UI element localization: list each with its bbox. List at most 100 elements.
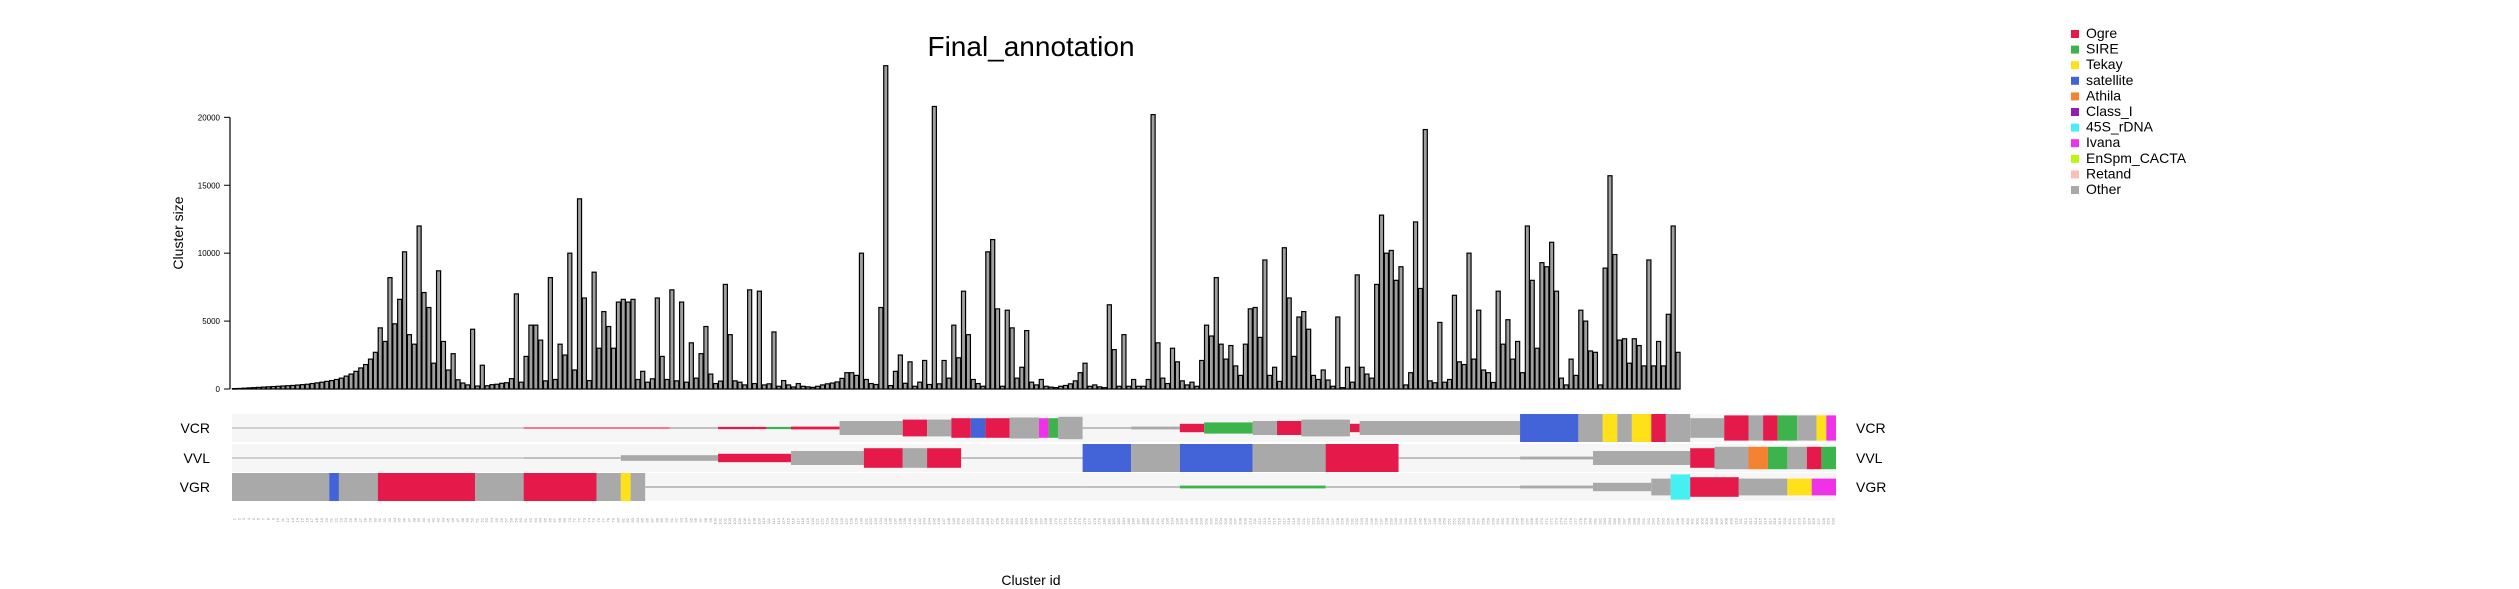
x-tick-label: 143: [922, 517, 927, 524]
bar: [897, 354, 903, 390]
bar: [586, 379, 592, 390]
x-tick-label: 282: [1597, 517, 1602, 524]
bar: [873, 383, 879, 390]
bar: [1510, 358, 1516, 390]
bar: [1621, 338, 1628, 390]
bar: [1286, 297, 1292, 390]
bar: [1549, 241, 1555, 390]
x-tick-label: 222: [1306, 517, 1311, 524]
x-tick-label: 47: [455, 517, 460, 522]
track-segment: [1349, 423, 1360, 433]
x-tick-label: 227: [1330, 517, 1335, 524]
bar: [1398, 266, 1404, 390]
x-tick-label: 138: [897, 517, 902, 524]
x-tick-label: 29: [368, 517, 373, 522]
x-tick-label: 291: [1641, 517, 1646, 524]
x-tick-label: 226: [1325, 517, 1330, 524]
x-tick-label: 166: [1033, 517, 1038, 524]
bar: [1291, 355, 1297, 390]
bar: [917, 381, 923, 390]
bar: [450, 353, 456, 390]
bar: [572, 369, 578, 390]
track-segment: [902, 448, 928, 468]
bar: [1602, 267, 1608, 390]
track-segment: [1325, 486, 1521, 488]
x-tick-label: 63: [533, 517, 538, 522]
track-label-left: VGR: [180, 479, 210, 495]
bar: [426, 306, 432, 390]
x-tick-label: 245: [1417, 517, 1422, 524]
track-segment: [1398, 457, 1521, 459]
x-tick-label: 225: [1320, 517, 1325, 524]
bar: [1378, 214, 1385, 390]
bar: [406, 334, 413, 390]
x-tick-label: 128: [849, 517, 854, 524]
bar: [956, 357, 962, 390]
bar: [1096, 386, 1103, 390]
track-segment: [1325, 444, 1399, 472]
bar: [1247, 308, 1253, 390]
x-tick-label: 202: [1208, 517, 1213, 524]
track-segment: [1204, 422, 1253, 434]
track-label-right: VCR: [1856, 420, 1886, 436]
bar: [372, 351, 379, 390]
bar: [1485, 372, 1492, 390]
bar: [596, 347, 602, 390]
x-tick-label: 104: [732, 517, 737, 524]
bar: [688, 342, 694, 390]
x-tick-label: 203: [1213, 517, 1218, 524]
legend-entry: EnSpm_CACTA: [2086, 150, 2187, 166]
bar: [805, 386, 811, 390]
x-tick-label: 288: [1626, 517, 1631, 524]
y-tick-label: 15000: [198, 181, 221, 190]
bar: [1004, 309, 1010, 390]
bar: [324, 380, 330, 390]
x-tick-label: 77: [601, 517, 606, 522]
x-tick-label: 61: [523, 517, 528, 522]
x-tick-label: 106: [742, 517, 747, 524]
bar: [994, 308, 1001, 390]
bar: [868, 382, 874, 390]
x-tick-label: 165: [1029, 517, 1034, 524]
bar: [815, 385, 821, 390]
bar: [858, 252, 865, 390]
x-tick-label: 8: [265, 517, 270, 520]
track-segment: [1520, 414, 1579, 442]
x-tick-label: 126: [839, 517, 844, 524]
bar: [1189, 381, 1195, 390]
track-segment: [1748, 446, 1768, 470]
x-tick-label: 234: [1364, 517, 1369, 524]
bar: [1597, 384, 1603, 390]
bar: [304, 383, 310, 390]
x-tick-label: 233: [1359, 517, 1364, 524]
bar: [1456, 361, 1462, 390]
bar: [1417, 287, 1424, 390]
bar: [1053, 387, 1059, 390]
bar: [1048, 386, 1054, 390]
bar: [1271, 366, 1278, 390]
x-tick-label: 243: [1408, 517, 1413, 524]
x-tick-label: 224: [1315, 517, 1320, 524]
track-segment: [1690, 448, 1715, 468]
bar: [1636, 344, 1642, 390]
x-tick-label: 121: [815, 517, 820, 524]
x-tick-label: 261: [1495, 517, 1500, 524]
x-tick-label: 83: [630, 517, 635, 522]
x-tick-label: 170: [1053, 517, 1058, 524]
bar: [946, 377, 952, 390]
x-tick-label: 89: [659, 517, 664, 522]
x-tick-label: 195: [1174, 517, 1179, 524]
x-tick-label: 188: [1140, 517, 1145, 524]
x-tick-label: 253: [1456, 517, 1461, 524]
x-tick-label: 52: [479, 517, 484, 522]
bar: [970, 378, 976, 390]
bar: [737, 381, 743, 390]
bar: [314, 382, 320, 390]
x-tick-label: 257: [1476, 517, 1481, 524]
x-tick-label: 290: [1636, 517, 1641, 524]
bar: [790, 386, 797, 390]
x-tick-label: 158: [995, 517, 1000, 524]
bar: [591, 271, 597, 390]
x-tick-label: 319: [1777, 517, 1782, 524]
x-tick-label: 301: [1690, 517, 1695, 524]
